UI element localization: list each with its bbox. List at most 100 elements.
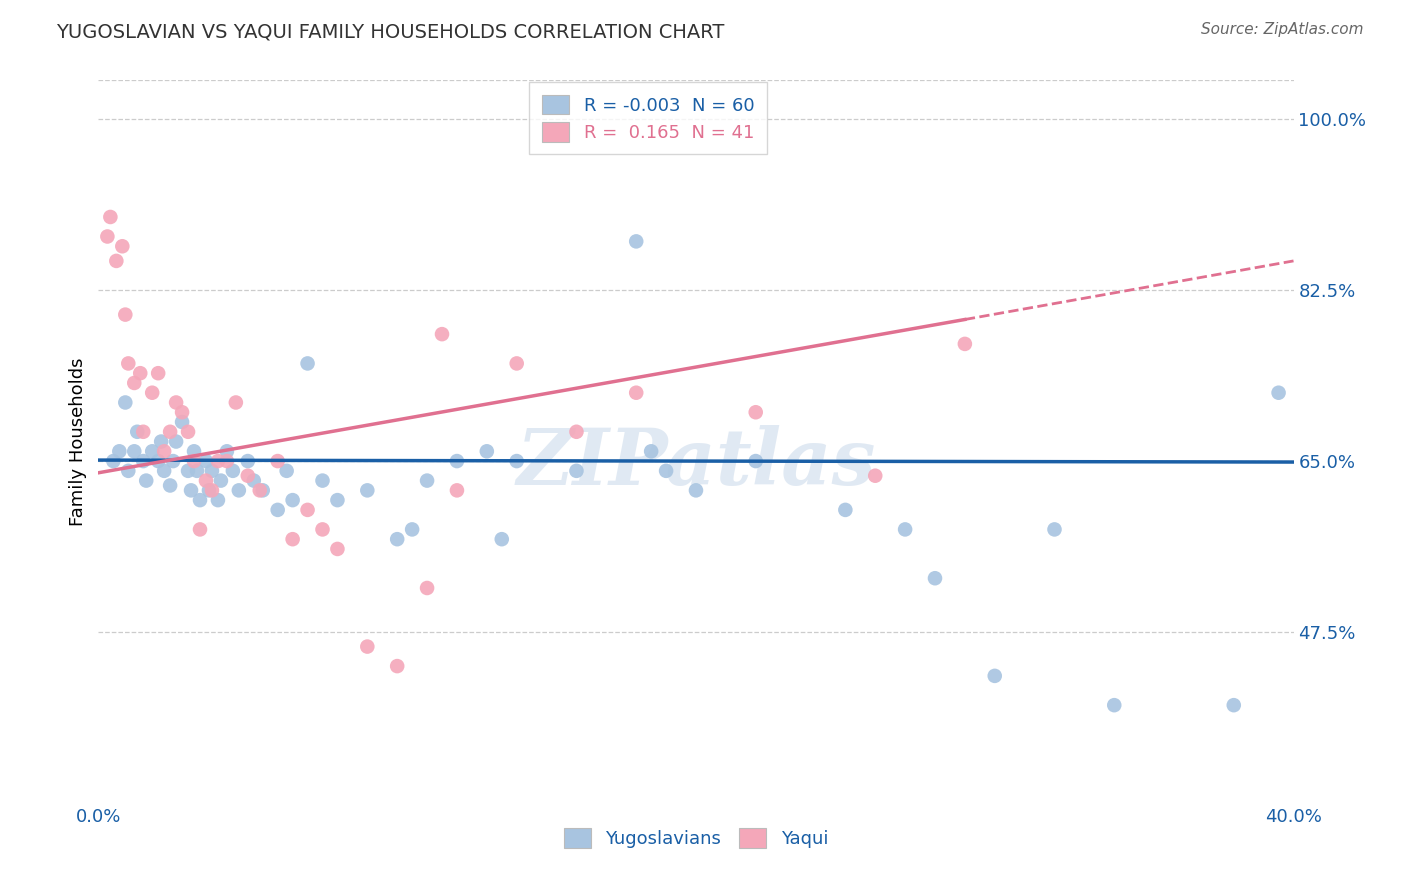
Point [188, 523, 211, 537]
Point [356, 483, 378, 498]
Point [162, 454, 184, 468]
Point [186, 464, 208, 478]
Point [225, 395, 247, 409]
Point [165, 395, 187, 409]
Point [207, 493, 229, 508]
Point [984, 669, 1007, 683]
Point [953, 337, 976, 351]
Point [1104, 698, 1126, 713]
Point [565, 464, 588, 478]
Point [446, 483, 468, 498]
Text: YUGOSLAVIAN VS YAQUI FAMILY HOUSEHOLDS CORRELATION CHART: YUGOSLAVIAN VS YAQUI FAMILY HOUSEHOLDS C… [56, 22, 724, 41]
Point [159, 425, 181, 439]
Point [236, 468, 259, 483]
Point [98, 210, 122, 224]
Point [117, 464, 139, 478]
Point [491, 532, 513, 546]
Point [188, 493, 211, 508]
Point [385, 532, 409, 546]
Point [180, 483, 202, 498]
Point [148, 366, 170, 380]
Point [446, 454, 468, 468]
Point [135, 474, 157, 488]
Point [416, 474, 439, 488]
Point [96, 229, 118, 244]
Point [177, 464, 200, 478]
Point [201, 464, 224, 478]
Point [281, 532, 304, 546]
Point [172, 415, 194, 429]
Point [297, 356, 319, 370]
Point [1267, 385, 1289, 400]
Point [401, 523, 423, 537]
Point [153, 464, 176, 478]
Point [215, 454, 238, 468]
Point [1223, 698, 1246, 713]
Point [124, 444, 146, 458]
Point [201, 483, 224, 498]
Point [249, 483, 271, 498]
Point [215, 444, 238, 458]
Point [132, 454, 155, 468]
Point [172, 405, 194, 419]
Point [356, 640, 378, 654]
Point [385, 659, 409, 673]
Point [108, 444, 131, 458]
Point [506, 356, 529, 370]
Point [159, 478, 181, 492]
Y-axis label: Family Households: Family Households [69, 358, 87, 525]
Point [114, 395, 136, 409]
Point [236, 454, 259, 468]
Point [745, 405, 768, 419]
Point [326, 541, 349, 556]
Point [626, 385, 648, 400]
Point [165, 434, 187, 449]
Point [326, 493, 349, 508]
Point [685, 483, 707, 498]
Point [228, 483, 250, 498]
Point [276, 464, 298, 478]
Point [834, 503, 856, 517]
Point [132, 425, 155, 439]
Point [195, 454, 218, 468]
Point [105, 254, 128, 268]
Point [103, 454, 125, 468]
Point [111, 239, 134, 253]
Point [267, 454, 290, 468]
Point [506, 454, 529, 468]
Point [222, 464, 245, 478]
Point [207, 454, 229, 468]
Point [924, 571, 946, 585]
Point [640, 444, 662, 458]
Point [311, 523, 333, 537]
Point [124, 376, 146, 390]
Point [177, 425, 200, 439]
Point [183, 454, 205, 468]
Point [117, 356, 139, 370]
Point [297, 503, 319, 517]
Point [281, 493, 304, 508]
Point [153, 444, 176, 458]
Point [430, 327, 453, 342]
Point [141, 385, 163, 400]
Point [209, 474, 232, 488]
Point [865, 468, 887, 483]
Point [114, 308, 136, 322]
Text: ZIPatlas: ZIPatlas [516, 425, 876, 501]
Point [195, 474, 218, 488]
Point [311, 474, 333, 488]
Point [183, 444, 205, 458]
Point [150, 434, 173, 449]
Point [127, 425, 149, 439]
Point [267, 503, 290, 517]
Point [243, 474, 266, 488]
Point [626, 235, 648, 249]
Point [141, 444, 163, 458]
Point [252, 483, 274, 498]
Point [198, 483, 221, 498]
Point [894, 523, 917, 537]
Point [129, 366, 152, 380]
Legend: Yugoslavians, Yaqui: Yugoslavians, Yaqui [557, 821, 835, 855]
Point [565, 425, 588, 439]
Point [475, 444, 498, 458]
